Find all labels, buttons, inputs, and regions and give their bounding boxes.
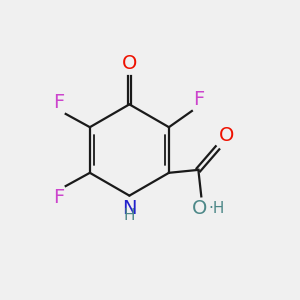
Text: O: O: [122, 54, 137, 73]
Text: ·H: ·H: [209, 201, 225, 216]
Text: H: H: [124, 208, 135, 223]
Text: F: F: [53, 93, 64, 112]
Text: O: O: [219, 126, 234, 146]
Text: O: O: [192, 199, 208, 218]
Text: N: N: [122, 199, 136, 218]
Text: F: F: [194, 90, 205, 109]
Text: F: F: [53, 188, 64, 207]
